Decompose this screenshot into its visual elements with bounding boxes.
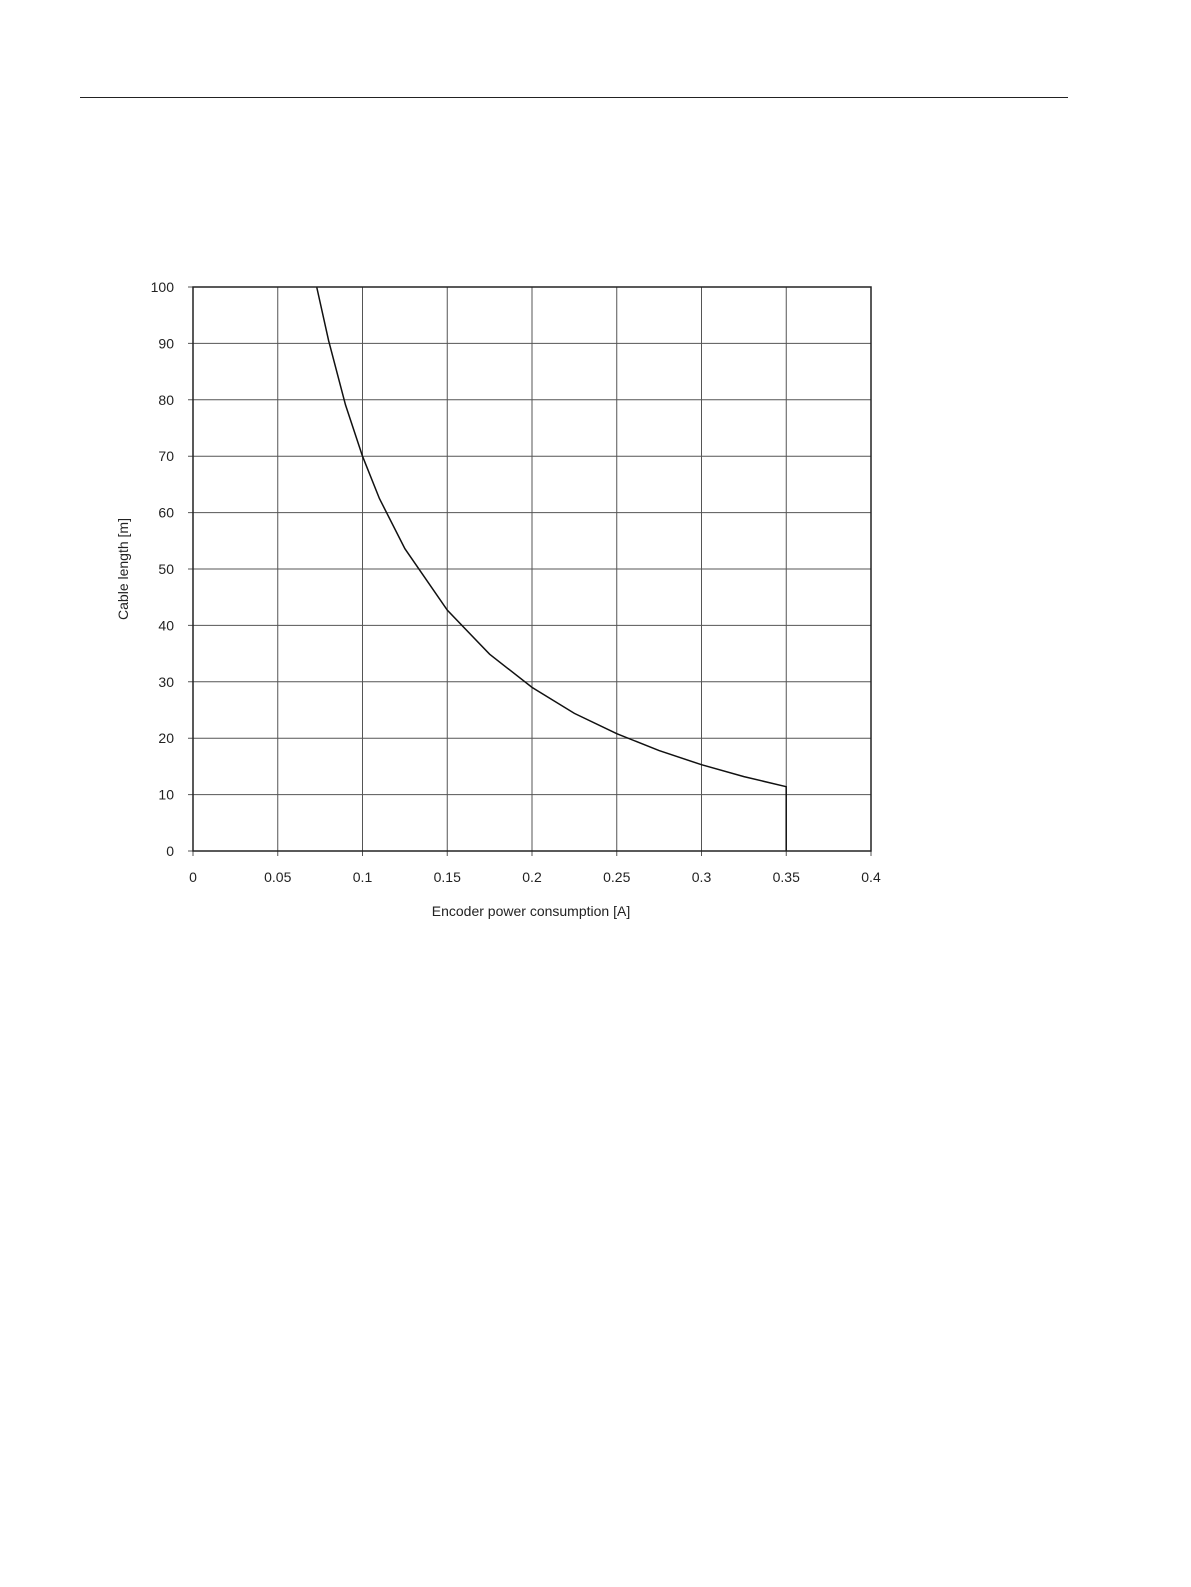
y-tick-label: 70 [158, 448, 174, 464]
grid [188, 286, 872, 856]
y-tick-label: 60 [158, 505, 174, 521]
y-tick-label: 10 [158, 787, 174, 803]
x-tick-label: 0.35 [773, 869, 800, 885]
y-tick-label: 0 [166, 843, 174, 859]
y-tick-label: 20 [158, 730, 174, 746]
x-tick-label: 0.05 [264, 869, 291, 885]
x-tick-label: 0.15 [434, 869, 461, 885]
y-axis-label: Cable length [m] [115, 518, 131, 620]
y-tick-label: 50 [158, 561, 174, 577]
plot-frame [192, 286, 872, 852]
y-tick-label: 40 [158, 617, 174, 633]
series-line [315, 286, 787, 851]
x-tick-label: 0.25 [603, 869, 630, 885]
x-tick-label: 0.3 [692, 869, 712, 885]
y-tick-label: 100 [151, 279, 175, 295]
y-tick-label: 80 [158, 392, 174, 408]
y-tick-label: 90 [158, 335, 174, 351]
x-tick-label: 0.1 [353, 869, 373, 885]
x-tick-label: 0 [189, 869, 197, 885]
x-tick-label: 0.4 [861, 869, 881, 885]
tick-labels: 0 0.05 0.1 0.15 0.2 0.25 0.3 0.35 0.4 0 10 20 30 40 50… [151, 279, 881, 885]
series [315, 286, 787, 851]
header-rule [80, 97, 1068, 98]
x-tick-label: 0.2 [522, 869, 542, 885]
x-axis-label: Encoder power consumption [A] [432, 903, 630, 919]
y-tick-label: 30 [158, 674, 174, 690]
